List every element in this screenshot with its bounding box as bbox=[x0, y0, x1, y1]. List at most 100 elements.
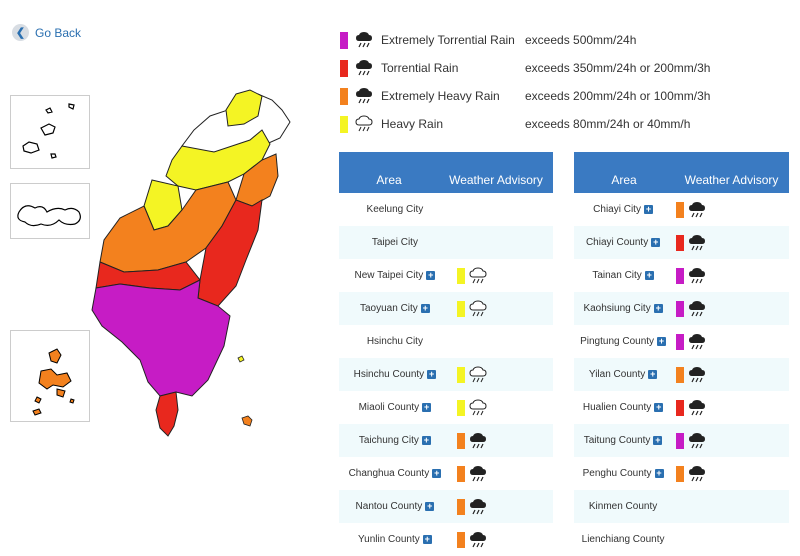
area-name: Chiayi City bbox=[593, 204, 641, 215]
advisory-cell bbox=[451, 432, 553, 450]
area-cell[interactable]: Kaohsiung City + bbox=[574, 303, 672, 314]
advisory-color-swatch bbox=[456, 498, 465, 515]
area-name: Nantou County bbox=[355, 501, 423, 512]
advisory-color-swatch bbox=[456, 267, 465, 284]
area-name: Hualien County bbox=[582, 402, 652, 413]
legend-label: Heavy Rain bbox=[381, 117, 444, 131]
expand-plus-icon[interactable]: + bbox=[654, 468, 664, 478]
color-swatch bbox=[340, 31, 348, 49]
light-rain-icon bbox=[469, 398, 487, 415]
advisory-color-swatch bbox=[676, 333, 685, 350]
storm-rain-icon bbox=[689, 432, 706, 448]
area-cell[interactable]: Nantou County + bbox=[339, 501, 451, 512]
area-cell[interactable]: Chiayi City + bbox=[574, 204, 672, 215]
table-row: Lienchiang County bbox=[574, 523, 789, 556]
advisory-color-swatch bbox=[456, 399, 465, 416]
legend-row-extremely-torrential: Extremely Torrential Rain exceeds 500mm/… bbox=[340, 26, 710, 54]
area-cell[interactable]: Yunlin County + bbox=[339, 534, 451, 545]
area-cell[interactable]: Taichung City + bbox=[339, 435, 451, 446]
expand-plus-icon[interactable]: + bbox=[653, 435, 663, 445]
area-name: Taoyuan City bbox=[359, 303, 418, 314]
advisory-color-swatch bbox=[676, 267, 685, 284]
legend-threshold: exceeds 80mm/24h or 40mm/h bbox=[525, 117, 691, 131]
area-cell[interactable]: Pingtung County + bbox=[574, 336, 672, 347]
area-cell[interactable]: Yilan County + bbox=[574, 369, 672, 380]
expand-plus-icon[interactable]: + bbox=[432, 468, 442, 478]
expand-plus-icon[interactable]: + bbox=[657, 336, 667, 346]
advisory-color-swatch bbox=[676, 366, 685, 383]
advisory-color-swatch bbox=[456, 465, 465, 482]
area-name: Yilan County bbox=[588, 369, 646, 380]
table-row: Chiayi City + bbox=[574, 193, 789, 226]
area-name: Lienchiang County bbox=[581, 534, 665, 545]
advisory-color-swatch bbox=[676, 399, 685, 416]
table-row: Taichung City + bbox=[339, 424, 553, 457]
expand-plus-icon[interactable]: + bbox=[426, 270, 436, 280]
advisory-cell bbox=[451, 465, 553, 483]
expand-plus-icon[interactable]: + bbox=[421, 435, 431, 445]
expand-plus-icon[interactable]: + bbox=[651, 237, 661, 247]
area-name: Taichung City bbox=[358, 435, 419, 446]
area-cell[interactable]: Hualien County + bbox=[574, 402, 672, 413]
table-row: Pingtung County + bbox=[574, 325, 789, 358]
color-swatch bbox=[340, 87, 348, 105]
advisory-cell bbox=[672, 201, 789, 219]
advisory-color-swatch bbox=[676, 465, 685, 482]
area-cell[interactable]: Chiayi County + bbox=[574, 237, 672, 248]
area-name: Penghu County bbox=[582, 468, 652, 479]
table-row: Penghu County + bbox=[574, 457, 789, 490]
expand-plus-icon[interactable]: + bbox=[643, 204, 653, 214]
expand-plus-icon[interactable]: + bbox=[422, 402, 432, 412]
penghu-inset[interactable] bbox=[10, 330, 90, 422]
legend-label: Extremely Heavy Rain bbox=[381, 89, 500, 103]
area-name: Yunlin County bbox=[358, 534, 420, 545]
area-name: Taipei City bbox=[371, 237, 418, 248]
storm-rain-icon bbox=[689, 267, 706, 283]
advisory-header: Weather Advisory bbox=[449, 173, 543, 187]
advisory-cell bbox=[672, 333, 789, 351]
area-cell[interactable]: Hsinchu County + bbox=[339, 369, 451, 380]
storm-rain-icon bbox=[689, 300, 706, 316]
advisory-color-swatch bbox=[456, 531, 465, 548]
table-row: Kinmen County bbox=[574, 490, 789, 523]
taiwan-main-island[interactable] bbox=[0, 80, 330, 550]
area-cell[interactable]: New Taipei City + bbox=[339, 270, 451, 281]
storm-rain-icon bbox=[689, 399, 706, 415]
advisory-color-swatch bbox=[456, 432, 465, 449]
area-cell[interactable]: Tainan City + bbox=[574, 270, 672, 281]
advisory-cell bbox=[451, 398, 553, 417]
area-cell[interactable]: Taitung County + bbox=[574, 435, 672, 446]
back-arrow-icon: ❮ bbox=[12, 24, 29, 41]
area-cell[interactable]: Penghu County + bbox=[574, 468, 672, 479]
expand-plus-icon[interactable]: + bbox=[654, 402, 664, 412]
advisory-color-swatch bbox=[456, 300, 465, 317]
legend-threshold: exceeds 200mm/24h or 100mm/3h bbox=[525, 89, 711, 103]
advisory-color-swatch bbox=[676, 201, 685, 218]
area-name: Keelung City bbox=[366, 204, 424, 215]
expand-plus-icon[interactable]: + bbox=[420, 303, 430, 313]
expand-plus-icon[interactable]: + bbox=[644, 270, 654, 280]
area-header: Area bbox=[611, 173, 637, 187]
legend-threshold: exceeds 500mm/24h bbox=[525, 33, 637, 47]
legend-row-extremely-heavy: Extremely Heavy Rain exceeds 200mm/24h o… bbox=[340, 82, 710, 110]
area-name: New Taipei City bbox=[354, 270, 424, 281]
matsu-inset[interactable] bbox=[10, 95, 90, 169]
kinmen-inset[interactable] bbox=[10, 183, 90, 239]
storm-rain-icon bbox=[689, 234, 706, 250]
storm-rain-icon bbox=[689, 201, 706, 217]
expand-plus-icon[interactable]: + bbox=[425, 501, 435, 511]
expand-plus-icon[interactable]: + bbox=[653, 303, 663, 313]
advisory-cell bbox=[672, 300, 789, 318]
area-cell[interactable]: Taoyuan City + bbox=[339, 303, 451, 314]
area-cell[interactable]: Changhua County + bbox=[339, 468, 451, 479]
advisory-table-left: Area Weather Advisory Keelung City Taipei… bbox=[339, 152, 553, 556]
expand-plus-icon[interactable]: + bbox=[427, 369, 437, 379]
go-back-button[interactable]: ❮ Go Back bbox=[12, 24, 81, 41]
expand-plus-icon[interactable]: + bbox=[422, 534, 432, 544]
advisory-header: Weather Advisory bbox=[684, 173, 779, 187]
legend: Extremely Torrential Rain exceeds 500mm/… bbox=[340, 26, 710, 138]
area-name: Pingtung County bbox=[580, 336, 655, 347]
area-cell[interactable]: Miaoli County + bbox=[339, 402, 451, 413]
advisory-cell bbox=[672, 234, 789, 252]
expand-plus-icon[interactable]: + bbox=[648, 369, 658, 379]
